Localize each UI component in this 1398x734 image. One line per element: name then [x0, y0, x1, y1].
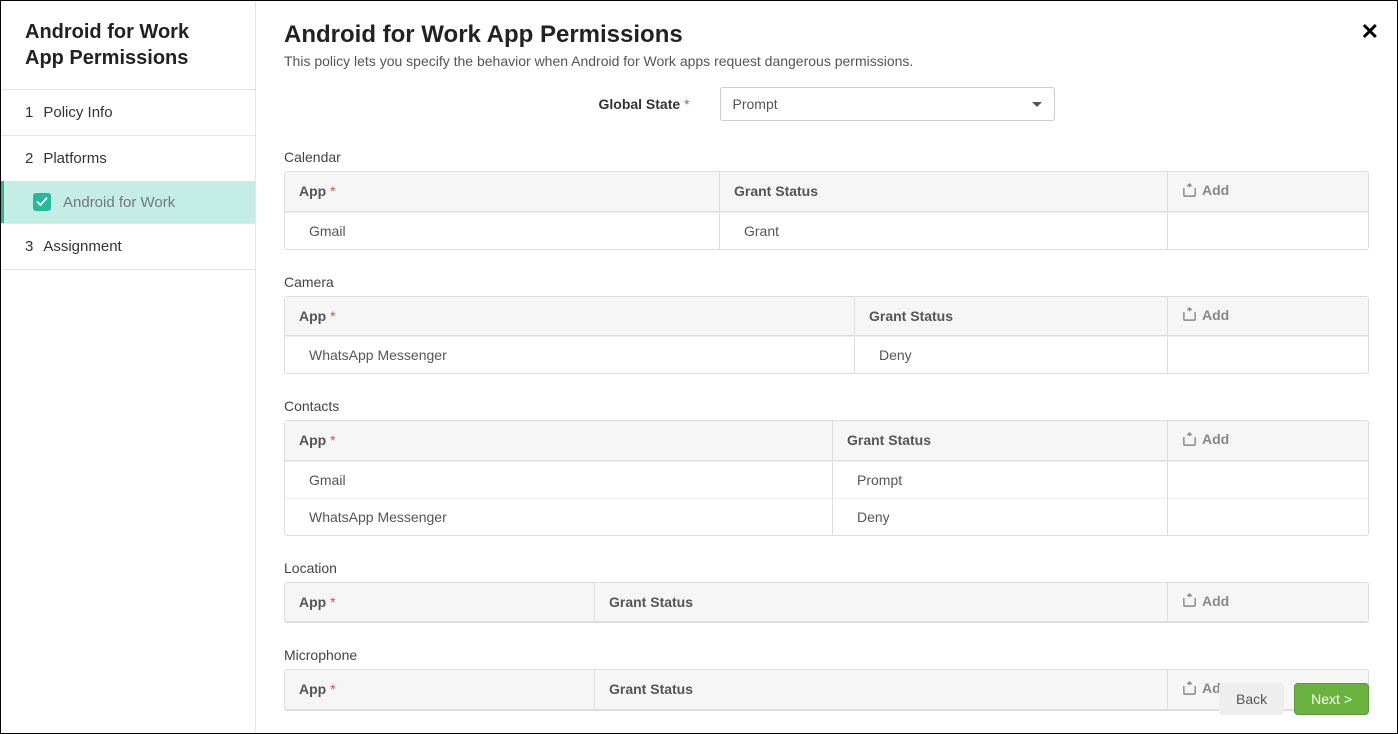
permission-table: App *Grant Status Add GmailGrant	[284, 171, 1369, 250]
footer-buttons: Back Next >	[1219, 683, 1369, 715]
cell-app: WhatsApp Messenger	[285, 336, 855, 373]
required-asterisk: *	[330, 308, 335, 324]
table-row[interactable]: WhatsApp MessengerDeny	[285, 498, 1368, 535]
permission-table: App *Grant Status Add WhatsApp MessengerDe…	[284, 296, 1369, 375]
cell-status: Deny	[833, 498, 1168, 535]
cell-status: Prompt	[833, 461, 1168, 498]
check-icon	[33, 193, 51, 211]
col-header-add: Add	[1168, 421, 1368, 461]
cell-actions	[1168, 461, 1368, 498]
add-button[interactable]: Add	[1182, 431, 1229, 447]
col-header-add: Add	[1168, 583, 1368, 623]
col-header-add: Add	[1168, 297, 1368, 337]
section-title: Camera	[284, 274, 1369, 290]
global-state-row: Global State * Prompt	[284, 87, 1369, 121]
permission-table: App *Grant Status Add	[284, 582, 1369, 624]
nav-item-policy-info[interactable]: 1 Policy Info	[1, 90, 255, 136]
page-title: Android for Work App Permissions	[284, 21, 1369, 49]
nav-num: 3	[25, 238, 33, 255]
table-row[interactable]: WhatsApp MessengerDeny	[285, 336, 1368, 373]
col-header-app: App *	[285, 421, 833, 461]
section-title: Contacts	[284, 398, 1369, 414]
required-asterisk: *	[330, 594, 335, 610]
required-asterisk: *	[330, 681, 335, 697]
col-header-status: Grant Status	[595, 583, 1168, 623]
col-header-app: App *	[285, 297, 855, 337]
nav-sub-label: Android for Work	[63, 194, 175, 211]
cell-status: Grant	[720, 212, 1168, 249]
add-label: Add	[1202, 182, 1229, 198]
required-asterisk: *	[330, 432, 335, 448]
next-button[interactable]: Next >	[1294, 683, 1369, 715]
section-title: Location	[284, 560, 1369, 576]
cell-app: Gmail	[285, 212, 720, 249]
col-header-status: Grant Status	[720, 172, 1168, 212]
cell-app: WhatsApp Messenger	[285, 498, 833, 535]
close-icon[interactable]: ✕	[1361, 19, 1379, 45]
add-button[interactable]: Add	[1182, 182, 1229, 198]
section-title: Microphone	[284, 647, 1369, 663]
nav-num: 2	[25, 150, 33, 167]
nav-label: Policy Info	[43, 104, 112, 121]
col-header-status: Grant Status	[855, 297, 1168, 337]
add-label: Add	[1202, 593, 1229, 609]
nav-item-assignment[interactable]: 3 Assignment	[1, 224, 255, 270]
nav-label: Assignment	[43, 238, 121, 255]
sidebar: Android for Work App Permissions 1 Polic…	[1, 1, 256, 733]
chevron-down-icon	[1032, 102, 1042, 107]
cell-actions	[1168, 336, 1368, 373]
add-button[interactable]: Add	[1182, 593, 1229, 609]
add-label: Add	[1202, 307, 1229, 323]
back-button[interactable]: Back	[1219, 683, 1284, 715]
col-header-app: App *	[285, 172, 720, 212]
nav-item-platforms[interactable]: 2 Platforms	[1, 136, 255, 181]
col-header-status: Grant Status	[833, 421, 1168, 461]
cell-actions	[1168, 498, 1368, 535]
add-button[interactable]: Add	[1182, 307, 1229, 323]
nav-label: Platforms	[43, 150, 106, 167]
cell-app: Gmail	[285, 461, 833, 498]
main-content: ✕ Android for Work App Permissions This …	[256, 1, 1397, 733]
global-state-label: Global State	[598, 96, 680, 112]
section-title: Calendar	[284, 149, 1369, 165]
required-asterisk: *	[330, 183, 335, 199]
add-label: Add	[1202, 431, 1229, 447]
cell-status: Deny	[855, 336, 1168, 373]
global-state-value: Prompt	[733, 96, 778, 112]
col-header-add: Add	[1168, 172, 1368, 212]
nav-num: 1	[25, 104, 33, 121]
col-header-app: App *	[285, 670, 595, 710]
permission-table: App *Grant StatusAdd	[284, 669, 1369, 711]
table-row[interactable]: GmailPrompt	[285, 461, 1368, 498]
nav-sub-android-for-work[interactable]: Android for Work	[1, 181, 255, 224]
global-state-select[interactable]: Prompt	[720, 87, 1055, 121]
required-asterisk: *	[684, 96, 689, 112]
col-header-status: Grant Status	[595, 670, 1168, 710]
sidebar-title: Android for Work App Permissions	[1, 19, 255, 90]
page-description: This policy lets you specify the behavio…	[284, 53, 1369, 69]
permission-table: App *Grant Status Add GmailPromptWhatsApp …	[284, 420, 1369, 536]
col-header-app: App *	[285, 583, 595, 623]
table-row[interactable]: GmailGrant	[285, 212, 1368, 249]
cell-actions	[1168, 212, 1368, 249]
global-state-label-wrap: Global State *	[598, 96, 689, 112]
